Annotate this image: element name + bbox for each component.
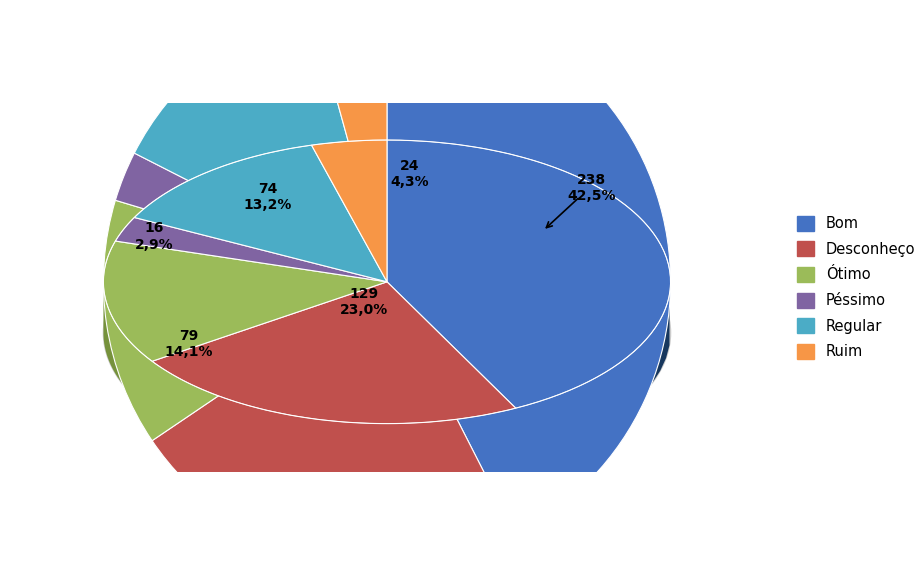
Polygon shape <box>115 217 387 282</box>
Legend: Bom, Desconheço, Ótimo, Péssimo, Regular, Ruim: Bom, Desconheço, Ótimo, Péssimo, Regular… <box>793 212 920 363</box>
Polygon shape <box>516 294 669 459</box>
Polygon shape <box>312 140 387 282</box>
Wedge shape <box>387 0 671 535</box>
Polygon shape <box>135 145 387 282</box>
Text: 74
13,2%: 74 13,2% <box>244 182 292 212</box>
Polygon shape <box>152 282 516 424</box>
Text: 129
23,0%: 129 23,0% <box>341 286 389 317</box>
Polygon shape <box>103 284 152 412</box>
Wedge shape <box>115 153 387 282</box>
Polygon shape <box>387 140 670 408</box>
Wedge shape <box>312 0 387 282</box>
Wedge shape <box>135 9 387 282</box>
Text: 238
42,5%: 238 42,5% <box>567 173 616 204</box>
Text: 24
4,3%: 24 4,3% <box>390 159 429 189</box>
Polygon shape <box>152 361 516 474</box>
Ellipse shape <box>103 191 671 474</box>
Polygon shape <box>103 241 387 361</box>
Text: 16
2,9%: 16 2,9% <box>135 221 174 251</box>
Wedge shape <box>152 282 516 565</box>
Wedge shape <box>103 200 387 440</box>
Text: 79
14,1%: 79 14,1% <box>164 329 212 359</box>
